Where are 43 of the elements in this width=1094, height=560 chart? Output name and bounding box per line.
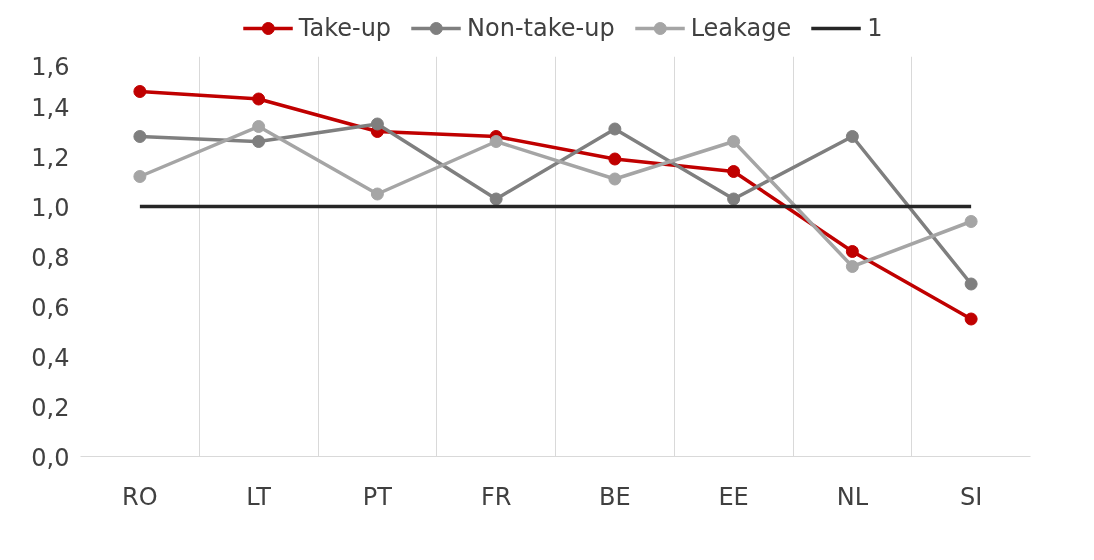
x-tick-label: EE (718, 482, 749, 511)
point (845, 260, 859, 273)
point (608, 172, 622, 186)
point (845, 130, 859, 143)
y-tick-label: 0,0 (31, 443, 70, 472)
x-tick-label: PT (362, 482, 393, 511)
point (727, 192, 741, 206)
x-tick-label: FR (480, 482, 512, 511)
y-tick-label: 0,6 (31, 293, 70, 322)
point (845, 245, 859, 258)
x-tick-label: NL (836, 482, 869, 511)
y-tick-label: 1,2 (31, 143, 70, 172)
point (252, 92, 266, 106)
point (252, 120, 266, 133)
point (727, 165, 741, 178)
y-tick-label: 0,2 (31, 393, 70, 422)
point (608, 122, 622, 136)
y-tick-label: 0,4 (31, 343, 70, 372)
point (489, 135, 503, 148)
point (133, 85, 147, 98)
x-tick-label: RO (122, 482, 158, 511)
legend-label: Take-up (298, 13, 392, 43)
point (608, 152, 622, 166)
legend-label: 1 (867, 13, 884, 43)
point (133, 130, 147, 143)
point (964, 215, 978, 228)
point (252, 135, 266, 148)
point (370, 187, 384, 201)
y-tick-label: 1,0 (31, 193, 70, 222)
y-tick-label: 0,8 (31, 243, 70, 272)
point (133, 170, 147, 183)
legend-label: Leakage (690, 13, 792, 43)
y-tick-label: 1,6 (31, 52, 70, 81)
legend-label: Non-take-up (467, 13, 615, 43)
point (489, 192, 503, 206)
point (370, 117, 384, 131)
point (964, 312, 978, 326)
x-tick-label: LT (246, 482, 272, 511)
point (727, 135, 741, 148)
x-tick-label: BE (599, 482, 631, 511)
point (964, 277, 978, 291)
y-tick-label: 1,4 (31, 93, 70, 122)
x-tick-label: SI (959, 482, 983, 511)
